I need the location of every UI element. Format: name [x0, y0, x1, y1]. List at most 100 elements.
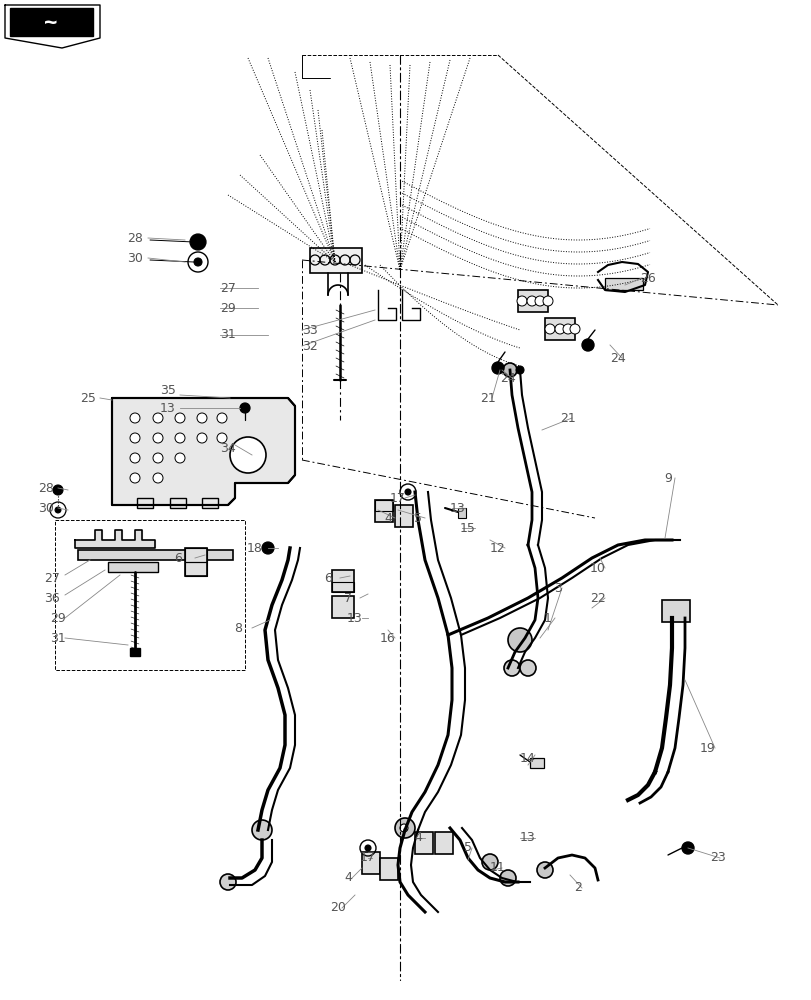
Bar	[78, 550, 233, 560]
Circle shape	[217, 413, 227, 423]
Circle shape	[515, 366, 523, 374]
Text: 4: 4	[414, 831, 422, 844]
Circle shape	[217, 433, 227, 443]
Bar	[517, 290, 547, 312]
Circle shape	[365, 845, 371, 851]
Circle shape	[197, 413, 207, 423]
Text: 4: 4	[384, 512, 392, 524]
Bar	[185, 548, 207, 562]
Bar	[137, 498, 152, 508]
Text: 21: 21	[560, 412, 575, 424]
Text: 18: 18	[247, 542, 263, 554]
Bar	[202, 498, 217, 508]
Text: 13: 13	[160, 401, 176, 414]
Bar	[457, 508, 466, 518]
Text: 14: 14	[520, 752, 535, 764]
Text: 31: 31	[220, 328, 235, 342]
Text: 5: 5	[414, 512, 422, 524]
Bar	[169, 498, 186, 508]
Circle shape	[517, 296, 526, 306]
Text: 35: 35	[160, 383, 176, 396]
Text: 3: 3	[553, 582, 561, 594]
Text: 7: 7	[344, 591, 351, 604]
Circle shape	[491, 362, 504, 374]
Bar	[375, 500, 393, 511]
Circle shape	[175, 453, 185, 463]
Circle shape	[262, 542, 273, 554]
Text: 21: 21	[479, 391, 496, 404]
Circle shape	[569, 324, 579, 334]
Text: 8: 8	[234, 621, 242, 635]
Circle shape	[194, 258, 202, 266]
Bar	[332, 570, 354, 592]
Text: 13: 13	[346, 611, 363, 624]
Bar	[380, 858, 397, 880]
Circle shape	[526, 296, 536, 306]
Bar	[604, 278, 642, 290]
Bar	[332, 582, 354, 592]
Text: 22: 22	[590, 591, 605, 604]
Circle shape	[504, 660, 519, 676]
Circle shape	[130, 433, 139, 443]
Text: 12: 12	[490, 542, 505, 554]
Text: 13: 13	[449, 502, 466, 514]
Circle shape	[175, 413, 185, 423]
Bar	[185, 548, 207, 576]
Circle shape	[130, 453, 139, 463]
Circle shape	[543, 296, 552, 306]
Text: 26: 26	[639, 271, 655, 284]
Text: 32: 32	[302, 340, 317, 353]
Circle shape	[502, 363, 517, 377]
Circle shape	[482, 854, 497, 870]
Bar	[394, 505, 413, 527]
Text: 11: 11	[490, 861, 505, 874]
Text: 10: 10	[590, 562, 605, 574]
Text: 2: 2	[573, 881, 581, 894]
Text: 24: 24	[609, 352, 625, 364]
Circle shape	[500, 870, 515, 886]
Text: 30: 30	[127, 251, 143, 264]
Circle shape	[130, 473, 139, 483]
Text: 23: 23	[710, 851, 725, 864]
Circle shape	[394, 818, 414, 838]
Text: 15: 15	[460, 522, 475, 534]
Bar	[375, 500, 393, 522]
Circle shape	[508, 628, 531, 652]
Circle shape	[152, 433, 163, 443]
Circle shape	[53, 485, 63, 495]
Text: 19: 19	[699, 742, 715, 754]
Circle shape	[562, 324, 573, 334]
Circle shape	[175, 433, 185, 443]
Circle shape	[240, 403, 250, 413]
Circle shape	[519, 660, 535, 676]
Bar	[185, 562, 207, 576]
Text: 27: 27	[220, 282, 236, 294]
Bar	[544, 318, 574, 340]
Text: 6: 6	[324, 572, 332, 584]
Text: 30: 30	[38, 502, 54, 514]
Text: 24: 24	[500, 371, 515, 384]
Circle shape	[534, 296, 544, 306]
Circle shape	[581, 339, 594, 351]
Text: 20: 20	[329, 901, 345, 914]
Circle shape	[152, 473, 163, 483]
Text: 16: 16	[380, 632, 396, 645]
Circle shape	[251, 820, 272, 840]
Text: 28: 28	[38, 482, 54, 494]
Text: 5: 5	[463, 841, 471, 854]
Circle shape	[55, 507, 61, 513]
Bar	[414, 832, 432, 854]
Bar	[661, 600, 689, 622]
Text: 17: 17	[389, 491, 406, 504]
Circle shape	[536, 862, 552, 878]
Circle shape	[190, 234, 206, 250]
Bar	[130, 648, 139, 656]
Circle shape	[152, 413, 163, 423]
Circle shape	[681, 842, 693, 854]
Polygon shape	[112, 398, 294, 505]
Text: 27: 27	[44, 572, 60, 584]
Text: 25: 25	[80, 391, 96, 404]
Text: 31: 31	[50, 632, 66, 645]
Text: 13: 13	[520, 831, 535, 844]
Text: 1: 1	[543, 611, 551, 624]
